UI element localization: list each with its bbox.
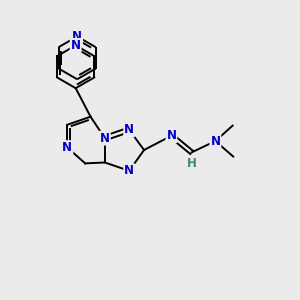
Text: N: N <box>124 164 134 177</box>
Text: N: N <box>62 141 72 154</box>
Text: N: N <box>124 123 134 136</box>
Text: N: N <box>167 129 176 142</box>
Text: H: H <box>187 157 196 170</box>
Text: N: N <box>210 135 220 148</box>
Text: N: N <box>71 39 81 52</box>
Text: N: N <box>72 30 82 43</box>
Text: N: N <box>100 132 110 145</box>
